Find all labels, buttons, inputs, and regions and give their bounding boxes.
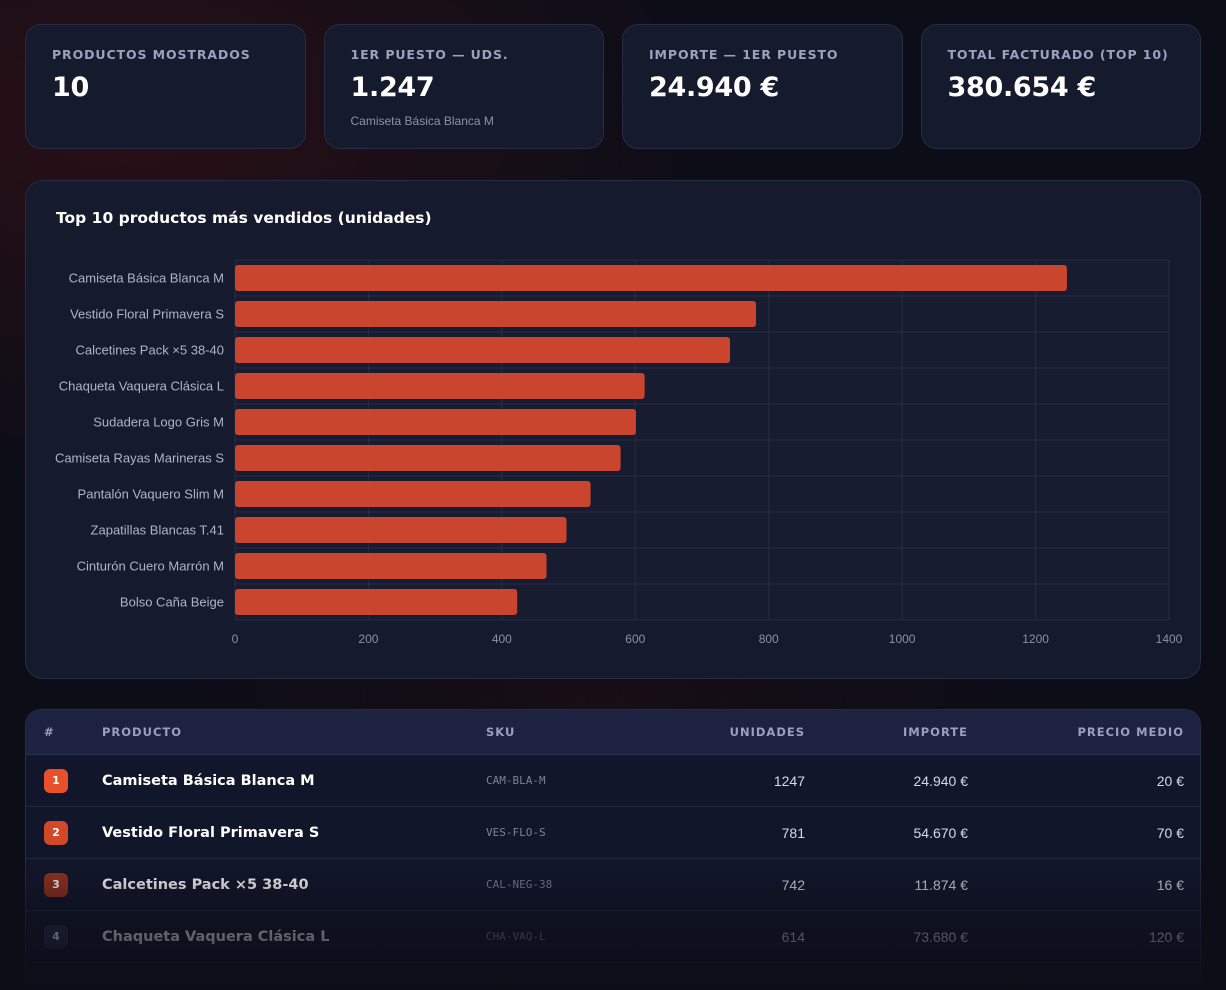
category-label: Calcetines Pack ×5 38-40 bbox=[75, 343, 224, 358]
bar bbox=[235, 409, 636, 435]
product-name: Camiseta Básica Blanca M bbox=[102, 772, 315, 789]
bar bbox=[235, 445, 621, 471]
product-avg-price: 16 € bbox=[1156, 876, 1184, 893]
header-unidades[interactable]: UNIDADES bbox=[729, 725, 805, 739]
kpi-label: 1ER PUESTO — UDS. bbox=[350, 47, 509, 62]
x-tick-label: 1000 bbox=[889, 632, 916, 646]
bar bbox=[235, 481, 591, 507]
rank-badge: 1 bbox=[44, 768, 68, 793]
bar bbox=[235, 373, 645, 399]
chart-card: 0 200 400 600 800 1000 1200 1400 Camiseta Básica… bbox=[25, 180, 1201, 679]
product-amount: 54.670 € bbox=[913, 824, 969, 841]
bar bbox=[235, 301, 757, 327]
category-label: Vestido Floral Primavera S bbox=[70, 307, 224, 322]
rank-badge: 3 bbox=[44, 872, 68, 897]
header-importe[interactable]: IMPORTE bbox=[903, 725, 968, 739]
bar bbox=[235, 553, 547, 579]
kpi-subtitle: Camiseta Básica Blanca M bbox=[350, 114, 494, 128]
kpi-label: TOTAL FACTURADO (TOP 10) bbox=[947, 47, 1169, 62]
kpi-card-total-facturado: TOTAL FACTURADO (TOP 10) 380.654 € bbox=[920, 24, 1201, 149]
header-sku[interactable]: SKU bbox=[486, 725, 516, 739]
bar bbox=[235, 265, 1067, 291]
header-rank[interactable]: # bbox=[44, 725, 55, 739]
table-row[interactable]: 2 Vestido Floral Primavera S VES-FLO-S 7… bbox=[26, 807, 1200, 859]
kpi-label: IMPORTE — 1ER PUESTO bbox=[649, 47, 839, 62]
product-sku: CAL-NEG-38 bbox=[486, 878, 553, 891]
kpi-value: 1.247 bbox=[350, 72, 435, 103]
product-amount: 73.680 € bbox=[913, 928, 969, 945]
x-tick-label: 200 bbox=[358, 632, 378, 646]
product-units: 742 bbox=[781, 876, 805, 893]
kpi-card-productos-mostrados: PRODUCTOS MOSTRADOS 10 bbox=[25, 24, 306, 149]
product-avg-price: 20 € bbox=[1156, 772, 1184, 789]
product-units: 1247 bbox=[773, 772, 805, 789]
table-row[interactable]: 3 Calcetines Pack ×5 38-40 CAL-NEG-38 74… bbox=[26, 859, 1200, 911]
kpi-value: 24.940 € bbox=[649, 72, 779, 103]
rank-badge: 4 bbox=[44, 924, 68, 949]
bar-chart: 0 200 400 600 800 1000 1200 1400 Camiseta Básica… bbox=[55, 259, 1183, 646]
category-label: Cinturón Cuero Marrón M bbox=[77, 559, 224, 574]
category-label: Camiseta Rayas Marineras S bbox=[55, 451, 224, 466]
bar bbox=[235, 517, 567, 543]
product-units: 781 bbox=[781, 824, 805, 841]
product-sku: CHA-VAQ-L bbox=[486, 930, 546, 943]
kpi-value: 10 bbox=[52, 72, 89, 103]
x-tick-label: 0 bbox=[232, 632, 239, 646]
table-header: # PRODUCTO SKU UNIDADES IMPORTE PRECIO M… bbox=[26, 710, 1200, 755]
kpi-card-primer-puesto-unidades: 1ER PUESTO — UDS. 1.247 Camiseta Básica … bbox=[323, 24, 604, 149]
product-units: 614 bbox=[781, 928, 805, 945]
kpi-label: PRODUCTOS MOSTRADOS bbox=[52, 47, 251, 62]
rank-badge: 2 bbox=[44, 820, 68, 845]
header-precio-medio[interactable]: PRECIO MEDIO bbox=[1077, 725, 1184, 739]
x-tick-label: 400 bbox=[492, 632, 512, 646]
chart-title: Top 10 productos más vendidos (unidades) bbox=[56, 209, 432, 227]
product-name: Chaqueta Vaquera Clásica L bbox=[102, 928, 330, 945]
products-table: # PRODUCTO SKU UNIDADES IMPORTE PRECIO M… bbox=[25, 709, 1201, 990]
bar bbox=[235, 337, 731, 363]
product-sku: VES-FLO-S bbox=[486, 826, 546, 839]
table-row[interactable]: 4 Chaqueta Vaquera Clásica L CHA-VAQ-L 6… bbox=[26, 911, 1200, 963]
x-tick-label: 600 bbox=[625, 632, 645, 646]
kpi-row: PRODUCTOS MOSTRADOS 10 1ER PUESTO — UDS.… bbox=[25, 24, 1201, 149]
x-tick-label: 800 bbox=[759, 632, 779, 646]
kpi-card-importe-primer-puesto: IMPORTE — 1ER PUESTO 24.940 € bbox=[622, 24, 903, 149]
category-label: Camiseta Básica Blanca M bbox=[69, 271, 224, 286]
product-name: Calcetines Pack ×5 38-40 bbox=[102, 876, 309, 893]
category-label: Bolso Caña Beige bbox=[120, 595, 224, 610]
kpi-value: 380.654 € bbox=[947, 72, 1097, 103]
product-amount: 11.874 € bbox=[914, 876, 968, 893]
category-label: Pantalón Vaquero Slim M bbox=[78, 487, 224, 502]
product-amount: 24.940 € bbox=[913, 772, 969, 789]
category-label: Zapatillas Blancas T.41 bbox=[91, 523, 224, 538]
table-row[interactable]: 1 Camiseta Básica Blanca M CAM-BLA-M 124… bbox=[26, 755, 1200, 807]
bar bbox=[235, 589, 518, 615]
x-tick-label: 1400 bbox=[1156, 632, 1183, 646]
header-producto[interactable]: PRODUCTO bbox=[102, 725, 183, 739]
category-label: Chaqueta Vaquera Clásica L bbox=[59, 379, 224, 394]
product-sku: CAM-BLA-M bbox=[486, 774, 546, 787]
x-tick-label: 1200 bbox=[1022, 632, 1049, 646]
product-avg-price: 120 € bbox=[1148, 928, 1184, 945]
product-avg-price: 70 € bbox=[1156, 824, 1184, 841]
product-name: Vestido Floral Primavera S bbox=[102, 824, 320, 841]
category-label: Sudadera Logo Gris M bbox=[93, 415, 224, 430]
